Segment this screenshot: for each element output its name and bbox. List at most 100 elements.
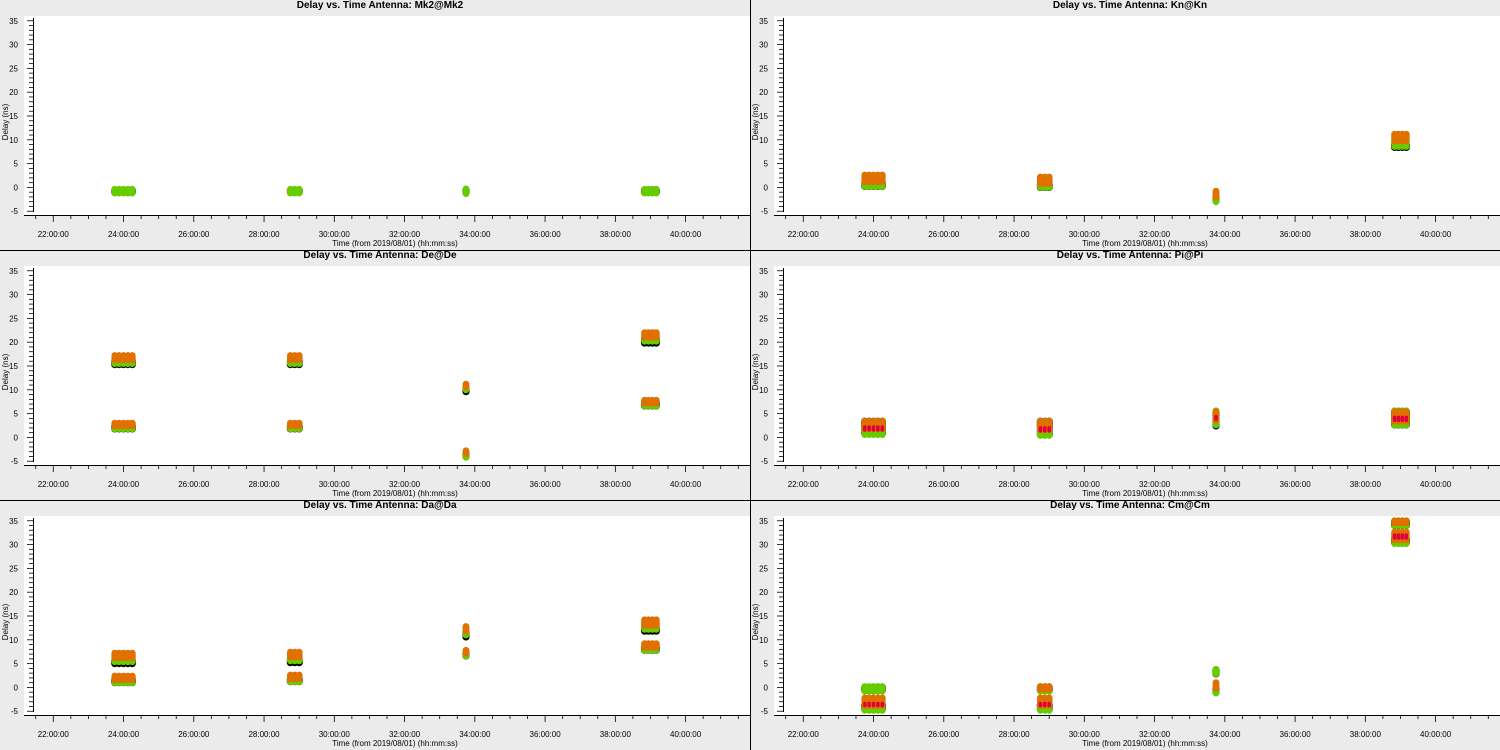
- chart-title: Delay vs. Time Antenna: De@De: [303, 250, 457, 261]
- data-cluster: [462, 447, 470, 461]
- red-point: [1038, 703, 1043, 708]
- x-tick-label: 22:00:00: [38, 230, 70, 239]
- x-tick-label: 40:00:00: [1420, 730, 1452, 739]
- data-cluster: [286, 352, 303, 369]
- data-cluster: [111, 672, 136, 687]
- orange-point: [295, 675, 303, 683]
- green-point: [295, 189, 303, 197]
- y-tick-label: 35: [9, 267, 18, 276]
- y-tick-label: 15: [9, 112, 18, 121]
- x-tick-label: 36:00:00: [1280, 480, 1312, 489]
- red-point: [1043, 703, 1047, 708]
- red-point: [1400, 536, 1405, 540]
- y-tick-label: 0: [14, 183, 19, 192]
- x-axis-label: Time (from 2019/08/01) (hh:mm:ss): [1082, 239, 1208, 248]
- data-cluster: [286, 185, 303, 197]
- red-point: [1392, 418, 1397, 423]
- x-axis-label: Time (from 2019/08/01) (hh:mm:ss): [1082, 739, 1208, 748]
- y-tick-label: 25: [9, 564, 18, 573]
- y-axis-label: Delay (ns): [1, 103, 10, 140]
- red-point: [867, 428, 871, 432]
- green-point: [1212, 670, 1220, 678]
- panel-2: -5 0 5 10 15 20 25 30 35 22:00:00 24:00:00 26:00:00…: [750, 0, 1500, 250]
- chart-title: Delay vs. Time Antenna: Da@Da: [303, 500, 457, 511]
- y-tick-label: 5: [14, 660, 19, 669]
- orange-point: [295, 653, 303, 661]
- chart-title: Delay vs. Time Antenna: Mk2@Mk2: [297, 0, 464, 11]
- y-tick-label: 5: [764, 160, 769, 169]
- green-point: [462, 190, 470, 198]
- y-tick-label: 5: [764, 660, 769, 669]
- green-point: [878, 183, 886, 190]
- x-tick-label: 24:00:00: [108, 230, 140, 239]
- plot-area: [24, 266, 750, 466]
- y-tick-label: -5: [11, 207, 19, 216]
- y-tick-label: 0: [764, 433, 769, 442]
- x-tick-label: 30:00:00: [1069, 480, 1101, 489]
- y-tick-label: 30: [9, 541, 18, 550]
- orange-point: [128, 356, 136, 364]
- data-cluster: [1036, 173, 1053, 191]
- panel-6: -5 0 5 10 15 20 25 30 35 22:00:00 24:00:00 26:00:00…: [750, 500, 1500, 750]
- orange-point: [652, 334, 660, 341]
- red-point: [1396, 536, 1401, 540]
- data-cluster: [1391, 517, 1410, 530]
- y-tick-label: 10: [759, 136, 768, 145]
- x-tick-label: 26:00:00: [178, 480, 210, 489]
- data-cluster: [1036, 683, 1053, 695]
- x-tick-label: 28:00:00: [998, 480, 1030, 489]
- green-point: [878, 706, 886, 714]
- data-cluster: [462, 185, 470, 198]
- y-tick-label: 0: [14, 683, 19, 692]
- y-tick-label: 25: [759, 564, 768, 573]
- green-point: [878, 687, 886, 695]
- y-tick-label: 25: [759, 64, 768, 73]
- red-point: [863, 703, 867, 708]
- panel-3: -5 0 5 10 15 20 25 30 35 22:00:00 24:00:00 26:00:00…: [0, 250, 750, 500]
- x-tick-label: 38:00:00: [600, 730, 632, 739]
- red-point: [1404, 536, 1409, 540]
- green-point: [1212, 421, 1220, 429]
- x-tick-label: 24:00:00: [108, 730, 140, 739]
- x-tick-label: 36:00:00: [530, 730, 562, 739]
- x-tick-label: 40:00:00: [670, 230, 702, 239]
- x-tick-label: 32:00:00: [1139, 730, 1171, 739]
- data-cluster: [861, 683, 886, 695]
- orange-point: [295, 356, 303, 364]
- y-tick-label: 30: [9, 291, 18, 300]
- data-cluster: [861, 694, 886, 714]
- x-tick-label: 38:00:00: [600, 230, 632, 239]
- data-cluster: [641, 640, 660, 654]
- x-tick-label: 36:00:00: [530, 230, 562, 239]
- x-tick-label: 34:00:00: [1209, 230, 1241, 239]
- y-tick-label: -5: [761, 707, 769, 716]
- y-tick-label: -5: [11, 707, 19, 716]
- y-axis-label: Delay (ns): [751, 603, 760, 640]
- plot-area: [24, 16, 750, 216]
- x-tick-label: 26:00:00: [928, 230, 960, 239]
- x-tick-label: 26:00:00: [178, 230, 210, 239]
- panel-5: -5 0 5 10 15 20 25 30 35 22:00:00 24:00:00 26:00:00…: [0, 500, 750, 750]
- y-tick-label: 15: [9, 612, 18, 621]
- x-tick-label: 24:00:00: [858, 480, 890, 489]
- x-tick-label: 28:00:00: [248, 730, 280, 739]
- x-tick-label: 38:00:00: [1350, 730, 1382, 739]
- data-cluster: [641, 185, 660, 197]
- y-tick-label: 0: [764, 183, 769, 192]
- red-point: [1214, 417, 1218, 422]
- orange-point: [462, 649, 470, 657]
- plot-area: [774, 266, 1500, 466]
- red-point: [1396, 418, 1401, 423]
- data-cluster: [641, 396, 660, 410]
- orange-point: [652, 399, 660, 407]
- data-cluster: [111, 419, 136, 433]
- x-tick-label: 34:00:00: [459, 230, 491, 239]
- data-cluster: [1391, 407, 1410, 429]
- x-tick-label: 38:00:00: [1350, 480, 1382, 489]
- y-tick-label: 5: [764, 410, 769, 419]
- y-tick-label: 25: [759, 314, 768, 323]
- panel-4: -5 0 5 10 15 20 25 30 35 22:00:00 24:00:00 26:00:00…: [750, 250, 1500, 500]
- data-cluster: [286, 648, 303, 667]
- orange-point: [1045, 685, 1053, 693]
- data-cluster: [286, 419, 303, 433]
